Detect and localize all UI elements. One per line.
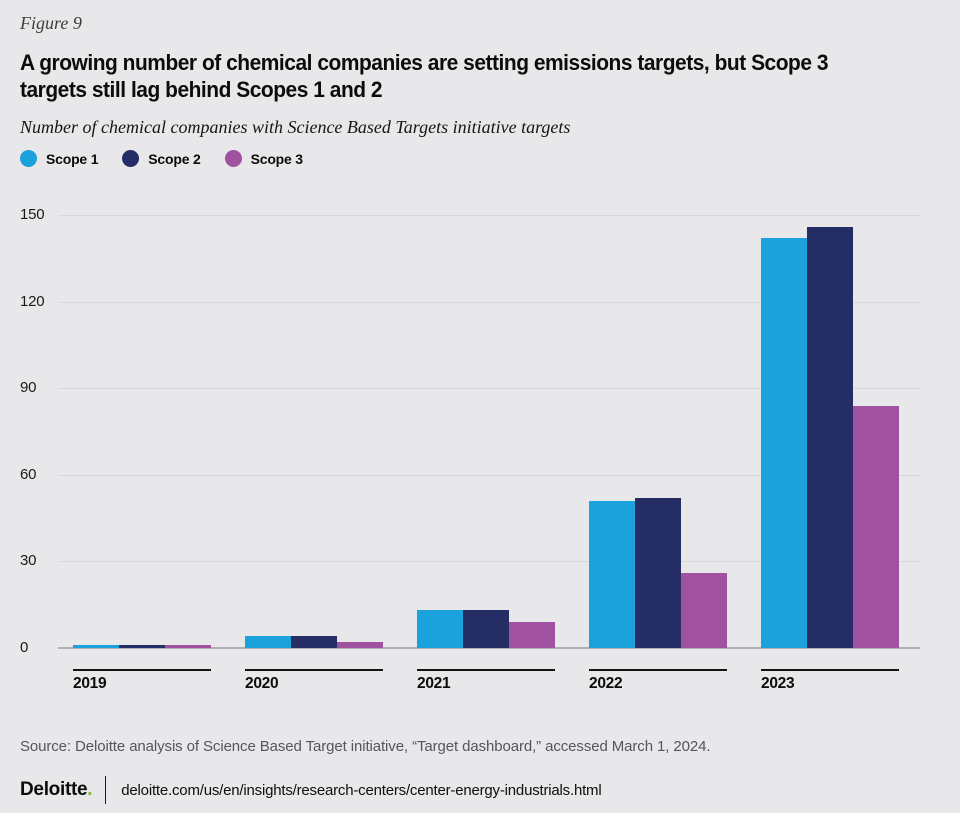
deloitte-logo: Deloitte. xyxy=(20,779,93,801)
x-axis-rule-2020 xyxy=(245,669,383,671)
legend-label-scope-3: Scope 3 xyxy=(250,150,303,167)
bar-scope-2-2019 xyxy=(119,645,165,648)
bar-scope-1-2021 xyxy=(417,610,463,648)
gridline-30 xyxy=(58,561,920,563)
legend-item-scope-1: Scope 1 xyxy=(20,150,98,167)
legend-dot-scope-3-icon xyxy=(224,150,242,167)
chart-legend: Scope 1 Scope 2 Scope 3 xyxy=(20,150,303,167)
bar-scope-1-2022 xyxy=(589,500,635,648)
footer-divider xyxy=(105,776,107,804)
x-axis-rule-2019 xyxy=(73,669,211,671)
x-axis-label-2022: 2022 xyxy=(589,675,623,692)
bar-scope-1-2020 xyxy=(245,636,291,648)
bar-scope-3-2019 xyxy=(165,645,211,648)
x-axis-label-2020: 2020 xyxy=(245,675,279,692)
bar-scope-2-2023 xyxy=(807,226,853,648)
y-axis-label-120: 120 xyxy=(20,292,45,310)
legend-label-scope-2: Scope 2 xyxy=(148,150,201,167)
y-axis-label-90: 90 xyxy=(20,379,37,397)
footer-url: deloitte.com/us/en/insights/research-cen… xyxy=(121,781,602,799)
figure-label: Figure 9 xyxy=(20,13,82,33)
legend-dot-scope-1-icon xyxy=(20,150,37,167)
footer: Deloitte. deloitte.com/us/en/insights/re… xyxy=(20,774,602,806)
gridline-60 xyxy=(58,474,920,476)
bar-scope-2-2021 xyxy=(463,610,509,648)
bar-chart: 0 30 60 90 120 150 2019 2020 2021 2022 2023 xyxy=(0,205,960,705)
x-axis-label-2019: 2019 xyxy=(73,675,107,692)
bar-scope-2-2020 xyxy=(291,636,337,648)
gridline-120 xyxy=(58,301,920,303)
legend-item-scope-3: Scope 3 xyxy=(224,150,303,167)
bar-scope-3-2023 xyxy=(853,405,899,648)
legend-label-scope-1: Scope 1 xyxy=(46,150,99,167)
gridline-90 xyxy=(58,388,920,390)
deloitte-logo-text: Deloitte xyxy=(20,779,88,800)
gridline-150 xyxy=(58,215,920,216)
bar-scope-1-2023 xyxy=(761,238,807,648)
x-axis-rule-2021 xyxy=(417,669,555,671)
x-axis-rule-2022 xyxy=(589,669,727,671)
legend-dot-scope-2-icon xyxy=(122,150,140,167)
deloitte-logo-dot: . xyxy=(87,779,93,800)
bar-scope-3-2021 xyxy=(509,622,555,648)
figure-subtitle: Number of chemical companies with Scienc… xyxy=(20,117,571,137)
legend-item-scope-2: Scope 2 xyxy=(122,150,201,167)
figure-title-line-1: A growing number of chemical companies a… xyxy=(20,50,829,75)
bar-scope-2-2022 xyxy=(635,497,681,648)
y-axis-label-0: 0 xyxy=(20,639,29,656)
axis-baseline xyxy=(58,647,920,649)
bar-scope-3-2020 xyxy=(337,642,383,648)
source-note: Source: Deloitte analysis of Science Bas… xyxy=(20,738,711,755)
y-axis-label-60: 60 xyxy=(20,465,37,483)
bar-scope-1-2019 xyxy=(73,645,119,648)
y-axis-label-30: 30 xyxy=(20,552,37,570)
x-axis-rule-2023 xyxy=(761,669,899,671)
figure-title: A growing number of chemical companies a… xyxy=(20,49,829,103)
y-axis-label-150: 150 xyxy=(20,206,45,223)
figure-title-line-2: targets still lag behind Scopes 1 and 2 xyxy=(20,77,383,102)
bar-scope-3-2022 xyxy=(681,572,727,648)
x-axis-label-2023: 2023 xyxy=(761,675,795,692)
x-axis-label-2021: 2021 xyxy=(417,675,451,692)
